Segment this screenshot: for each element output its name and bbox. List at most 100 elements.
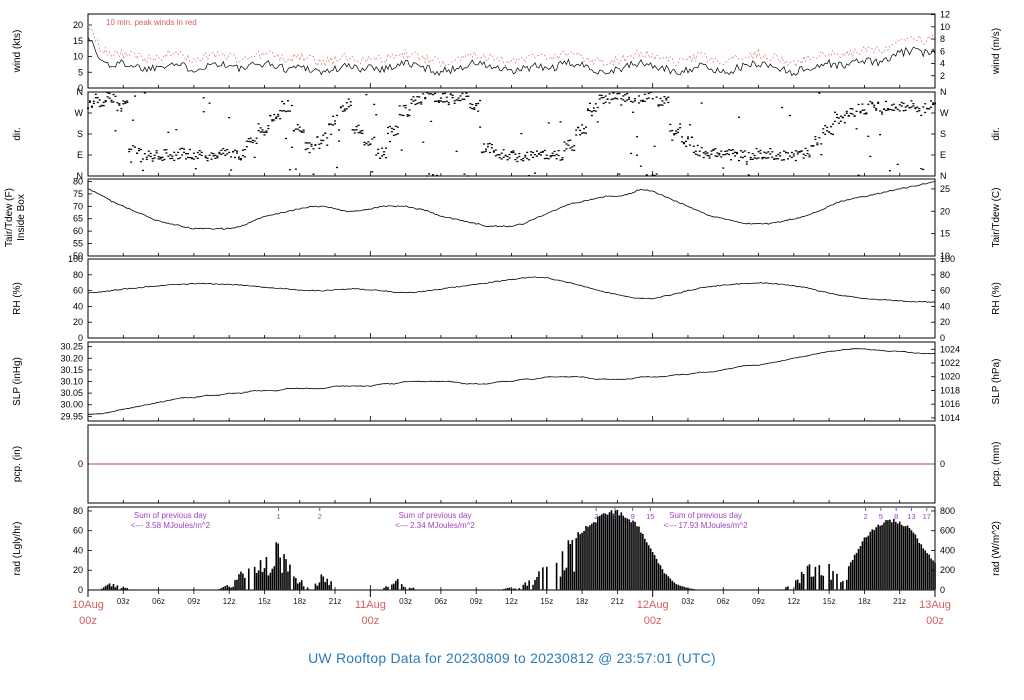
- temp-left-axis-label: Inside Box: [16, 194, 27, 241]
- dir-right-axis-label: dir.: [991, 127, 1002, 140]
- panel-temp: 50 55 60 65 70 75 80 10 15 20 25 Tair/Tdew (F) Insid…: [4, 176, 1002, 261]
- x-minor-label: 21z: [329, 597, 342, 606]
- rad-progress-tick-label: 9: [631, 512, 635, 521]
- rad-progress-tick-label: 13: [907, 512, 915, 521]
- rad-sum-label: Sum of previous day: [399, 511, 472, 520]
- rh-frame: [87, 258, 936, 339]
- rad-progress-tick-label: 2: [594, 512, 598, 521]
- x-minor-label: 03z: [399, 597, 412, 606]
- rad-progress-tick-label: 2: [864, 512, 868, 521]
- temp-ytick-left: 55: [73, 239, 83, 249]
- temp-left-axis-label: Tair/Tdew (F): [4, 188, 15, 247]
- pcp-ytick-right: 0: [940, 459, 945, 469]
- dir-ytick-left: W: [75, 108, 84, 118]
- slp-ytick-right: 1014: [940, 413, 960, 423]
- x-minor-label: 12z: [787, 597, 800, 606]
- rad-right-axis-label: rad (W/m^2): [991, 521, 1002, 576]
- rad-sum-label: <--- 3.58 MJoules/m^2: [131, 521, 211, 530]
- rh-ytick-right: 40: [940, 301, 950, 311]
- slp-right-axis-label: SLP (hPa): [991, 359, 1002, 405]
- temp-ytick-right: 20: [940, 206, 950, 216]
- rad-sum-label: <--- 17.93 MJoules/m^2: [664, 521, 749, 530]
- panel-wind: 0 5 10 15 20 2 4 6 8 10 12 wind (kts) wind (m/s) 10 m…: [12, 10, 1002, 93]
- x-minor-label: 15z: [540, 597, 553, 606]
- series-solar-radiation-lgly: [100, 509, 936, 590]
- x-minor-label: 15z: [258, 597, 271, 606]
- rad-ytick-left: 80: [73, 506, 83, 516]
- rad-sum-label: Sum of previous day: [669, 511, 742, 520]
- panel-pcp: 0 0 pcp. (in) pcp. (mm): [12, 424, 1002, 504]
- wind-ytick-left: 10: [73, 52, 83, 62]
- rad-progress-tick-label: 1: [276, 512, 280, 521]
- rad-ytick-left: 0: [78, 585, 83, 595]
- x-major-hour-label: 00z: [926, 615, 944, 627]
- rad-progress-tick-label: 2: [318, 512, 322, 521]
- slp-ytick-right: 1024: [940, 344, 960, 354]
- wind-ytick-left: 15: [73, 36, 83, 46]
- rad-sum-label: Sum of previous day: [134, 511, 207, 520]
- rh-ytick-left: 60: [73, 286, 83, 296]
- rh-ytick-right: 20: [940, 317, 950, 327]
- rad-progress-tick-label: 5: [879, 512, 883, 521]
- rad-progress-tick-label: 17: [923, 512, 931, 521]
- temp-ytick-left: 65: [73, 214, 83, 224]
- slp-ytick-left: 30.25: [60, 342, 83, 352]
- x-major-date-label: 12Aug: [637, 599, 669, 611]
- wind-ytick-left: 0: [78, 83, 83, 93]
- x-minor-label: 06z: [434, 597, 447, 606]
- temp-ytick-left: 50: [73, 251, 83, 261]
- x-minor-label: 15z: [823, 597, 836, 606]
- dir-ytick-right: W: [940, 108, 949, 118]
- pcp-left-axis-label: pcp. (in): [12, 446, 23, 482]
- x-minor-label: 18z: [576, 597, 589, 606]
- slp-ytick-right: 1018: [940, 385, 960, 395]
- rad-ytick-right: 400: [940, 545, 955, 555]
- wind-frame: [87, 13, 936, 89]
- rh-ytick-right: 60: [940, 286, 950, 296]
- x-minor-label: 06z: [152, 597, 165, 606]
- dir-ytick-left: S: [77, 129, 83, 139]
- dir-left-axis-label: dir.: [12, 127, 23, 140]
- x-major-date-label: 10Aug: [72, 599, 104, 611]
- rh-ytick-left: 80: [73, 270, 83, 280]
- rh-ytick-left: 100: [68, 254, 83, 264]
- dir-ytick-right: N: [940, 171, 947, 181]
- x-minor-label: 09z: [752, 597, 765, 606]
- rad-ytick-left: 60: [73, 526, 83, 536]
- dir-ytick-left: N: [77, 171, 84, 181]
- temp-ytick-right: 25: [940, 184, 950, 194]
- wind-annotation: 10 min. peak winds in red: [106, 18, 197, 27]
- rad-ytick-left: 40: [73, 545, 83, 555]
- rad-progress-tick-label: 15: [646, 512, 654, 521]
- slp-ytick-left: 30.10: [60, 377, 83, 387]
- wind-ytick-right: 10: [940, 22, 950, 32]
- rad-ytick-right: 0: [940, 585, 945, 595]
- slp-ytick-right: 1020: [940, 372, 960, 382]
- temp-ytick-left: 75: [73, 189, 83, 199]
- temp-ytick-right: 10: [940, 251, 950, 261]
- temp-ytick-left: 80: [73, 176, 83, 186]
- wind-ytick-right: 6: [940, 46, 945, 56]
- wind-right-axis-label: wind (m/s): [991, 28, 1002, 75]
- x-major-date-label: 13Aug: [919, 599, 951, 611]
- x-minor-label: 21z: [611, 597, 624, 606]
- slp-ytick-left: 30.00: [60, 400, 83, 410]
- time-axis: 03z 06z 09z 12z 15z 18z 21z 03z 06z 09z 12z 15z 18z 2…: [72, 590, 951, 627]
- temp-ytick-right: 15: [940, 229, 950, 239]
- x-minor-label: 12z: [505, 597, 518, 606]
- x-minor-label: 18z: [293, 597, 306, 606]
- rad-progress-tick-label: 5: [613, 512, 617, 521]
- pcp-ytick-left: 0: [78, 459, 83, 469]
- slp-ytick-left: 30.20: [60, 353, 83, 363]
- wind-ytick-right: 8: [940, 34, 945, 44]
- dir-ytick-left: N: [77, 87, 84, 97]
- x-minor-label: 03z: [117, 597, 130, 606]
- x-minor-label: 21z: [893, 597, 906, 606]
- rh-right-axis-label: RH (%): [991, 282, 1002, 315]
- slp-ytick-left: 30.05: [60, 388, 83, 398]
- pcp-right-axis-label: pcp. (mm): [991, 442, 1002, 487]
- dir-ytick-right: S: [940, 129, 946, 139]
- slp-ytick-right: 1016: [940, 399, 960, 409]
